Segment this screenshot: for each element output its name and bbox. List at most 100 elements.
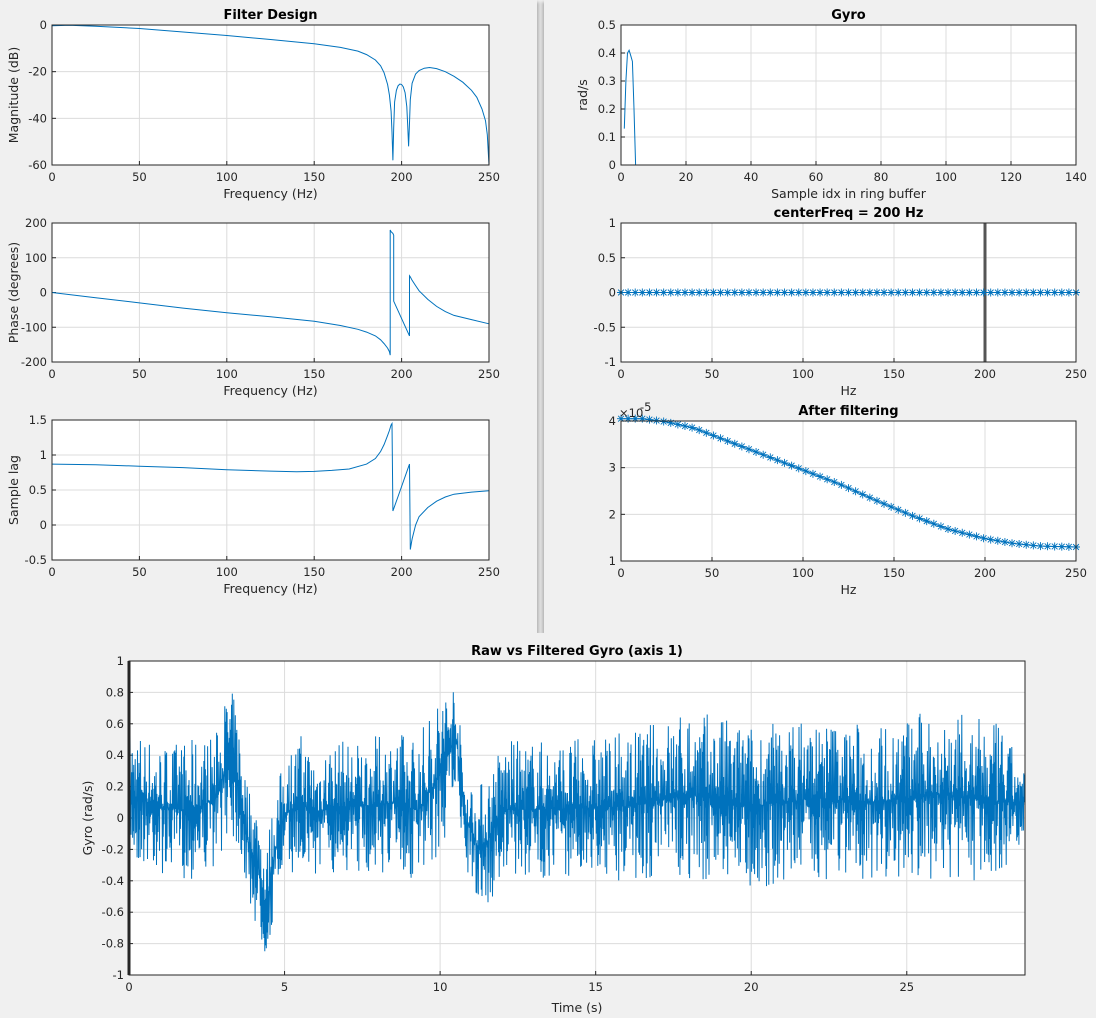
data-marker — [1000, 288, 1009, 297]
x-tick-label: 120 — [1000, 170, 1022, 184]
gyro-window: 0 20 40 60 80 100 120 140 0 0.1 0.2 0.3 0.4 0.5 Gyro Sa… — [544, 0, 1096, 633]
data-marker — [915, 288, 924, 297]
x-tick-label: 5 — [281, 980, 288, 994]
data-marker — [666, 418, 675, 427]
x-tick-label: 50 — [132, 170, 147, 184]
data-marker — [773, 288, 782, 297]
data-marker — [673, 420, 682, 429]
magnitude-plot-area[interactable] — [52, 25, 489, 165]
data-marker — [837, 288, 846, 297]
y-tick-label: 1.5 — [29, 413, 47, 427]
y-tick-label: -0.2 — [102, 842, 124, 856]
data-marker — [730, 439, 739, 448]
data-marker — [865, 288, 874, 297]
x-tick-label: 100 — [792, 566, 814, 580]
data-marker — [830, 288, 839, 297]
x-tick-label: 0 — [617, 566, 624, 580]
data-marker — [1064, 288, 1073, 297]
y-tick-label: 4 — [609, 414, 616, 428]
data-marker — [709, 431, 718, 440]
raw-vs-filtered-axes-box — [128, 660, 1026, 976]
data-marker — [851, 487, 860, 496]
y-axis-label: Gyro (rad/s) — [80, 781, 95, 856]
data-marker — [844, 288, 853, 297]
y-tick-label: -40 — [28, 111, 47, 125]
x-tick-label: 100 — [935, 170, 957, 184]
data-marker — [766, 453, 775, 462]
data-marker — [680, 288, 689, 297]
after-filtering-chart: 0 50 100 150 200 250 1 2 3 4×10-5 After filtering H… — [609, 400, 1087, 597]
x-tick-label: 150 — [303, 565, 325, 579]
x-tick-label: 100 — [792, 367, 814, 381]
data-marker — [1022, 540, 1031, 549]
x-tick-label: 25 — [899, 980, 914, 994]
data-marker — [624, 414, 633, 423]
data-marker — [965, 530, 974, 539]
data-marker — [901, 288, 910, 297]
highlight-marker — [979, 288, 988, 297]
data-marker — [716, 288, 725, 297]
filter-design-window: 0 50 100 150 200 250 -60 -40 -20 0 Filter Design Fr… — [0, 0, 537, 633]
x-tick-label: 50 — [132, 367, 147, 381]
data-marker — [645, 288, 654, 297]
magnitude-line — [51, 24, 490, 166]
x-tick-label: 200 — [391, 565, 413, 579]
y-tick-label: -200 — [21, 355, 47, 369]
phase-chart: 0 50 100 150 200 250 -200 -100 0 100 200 Frequency … — [6, 216, 500, 398]
gyro-plot-area[interactable] — [621, 25, 1076, 165]
y-tick-label: 0.2 — [598, 102, 616, 116]
y-tick-label: 0 — [609, 158, 616, 172]
data-marker — [1008, 539, 1017, 548]
data-marker — [823, 475, 832, 484]
chart-title: centerFreq = 200 Hz — [774, 206, 924, 221]
x-tick-label: 150 — [303, 170, 325, 184]
data-marker — [752, 447, 761, 456]
y-axis-label: rad/s — [575, 79, 590, 110]
data-marker — [695, 426, 704, 435]
data-marker — [830, 478, 839, 487]
exponent-label: ×10 — [619, 406, 643, 420]
data-marker — [645, 415, 654, 424]
magnitude-axes-box — [51, 24, 490, 166]
data-marker — [638, 414, 647, 423]
data-marker — [908, 511, 917, 520]
y-tick-label: 1 — [117, 654, 124, 668]
after-filtering-axes-box — [620, 420, 1077, 562]
data-marker — [1022, 288, 1031, 297]
data-marker — [965, 288, 974, 297]
data-marker — [759, 288, 768, 297]
data-marker — [986, 535, 995, 544]
x-tick-label: 20 — [679, 170, 694, 184]
center-freq-chart: 0 50 100 150 200 250 -1 -0.5 0 0.5 1 centerFreq = 2… — [594, 206, 1087, 398]
data-marker — [766, 288, 775, 297]
x-tick-label: 0 — [48, 565, 55, 579]
data-marker — [631, 414, 640, 423]
data-marker — [1029, 288, 1038, 297]
data-marker — [887, 502, 896, 511]
data-marker — [915, 514, 924, 523]
x-tick-label: 60 — [809, 170, 824, 184]
data-marker — [723, 437, 732, 446]
data-marker — [702, 428, 711, 437]
y-axis-label: Sample lag — [6, 455, 21, 525]
data-marker — [794, 288, 803, 297]
gyro-axes-box — [620, 24, 1077, 166]
x-tick-label: 100 — [216, 367, 238, 381]
x-tick-label: 0 — [617, 367, 624, 381]
x-tick-label: 250 — [1065, 367, 1087, 381]
x-tick-label: 40 — [744, 170, 759, 184]
data-marker — [702, 288, 711, 297]
data-marker — [1043, 288, 1052, 297]
y-tick-label: 0.2 — [106, 780, 124, 794]
data-marker — [1029, 541, 1038, 550]
x-axis-label: Hz — [841, 383, 857, 398]
data-marker — [880, 288, 889, 297]
x-tick-label: 80 — [874, 170, 889, 184]
data-marker — [780, 458, 789, 467]
y-tick-label: -0.4 — [102, 874, 124, 888]
data-marker — [894, 505, 903, 514]
x-tick-label: 20 — [744, 980, 759, 994]
data-marker — [638, 288, 647, 297]
chart-title: Gyro — [831, 8, 866, 23]
